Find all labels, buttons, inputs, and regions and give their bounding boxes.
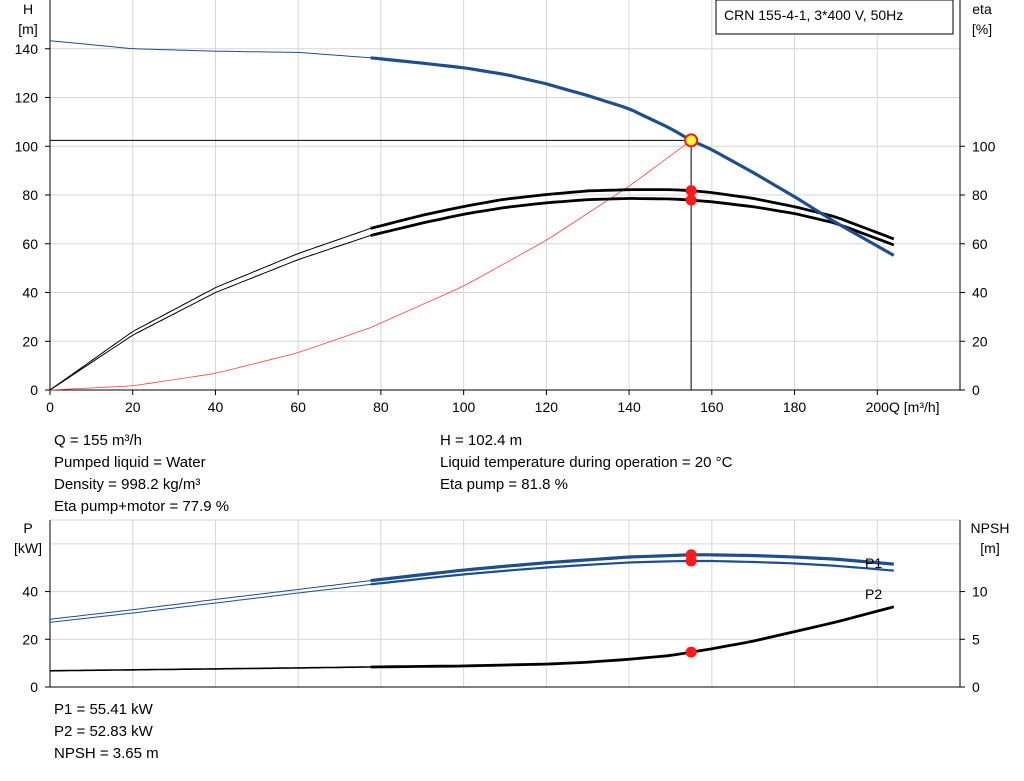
info-density: Density = 998.2 kg/m³ <box>54 476 201 493</box>
x-tick-label: 60 <box>290 399 306 415</box>
info-eta-total: Eta pump+motor = 77.9 % <box>54 498 230 515</box>
x-tick-label: 100 <box>452 399 476 415</box>
eta-pump-curve <box>370 188 895 241</box>
info-eta-pump: Eta pump = 81.8 % <box>440 476 568 493</box>
y2-tick-label: 60 <box>972 236 988 252</box>
y-tick-label: 20 <box>22 631 38 647</box>
y2-axis-label: eta <box>972 1 992 17</box>
info-head: H = 102.4 m <box>440 432 523 449</box>
y2-tick-label: 40 <box>972 285 988 301</box>
duty-info-right: H = 102.4 m Liquid temperature during op… <box>440 430 732 496</box>
eta-total-curve-thin <box>49 235 371 391</box>
x-tick-label: 0 <box>46 399 54 415</box>
p1-series-label: P1 <box>865 555 882 571</box>
p1-curve <box>370 553 894 583</box>
x-tick-label: 140 <box>617 399 641 415</box>
duty-point <box>684 133 699 148</box>
eta-total-point <box>685 194 697 206</box>
y2-axis-unit: [m] <box>980 540 999 556</box>
y-tick-label: 120 <box>15 90 39 106</box>
info-temperature: Liquid temperature during operation = 20… <box>440 454 733 471</box>
y2-tick-label: 0 <box>972 382 980 398</box>
npsh-point <box>685 646 697 658</box>
y-axis-label: H <box>23 1 33 17</box>
x-tick-label: 120 <box>535 399 559 415</box>
head-curve-thin <box>49 40 371 59</box>
title-box <box>715 0 954 35</box>
npsh-curve <box>370 605 895 669</box>
y-axis-unit: [m] <box>18 21 37 37</box>
p1-curve-thin <box>49 580 371 620</box>
p2-curve-thin <box>49 583 371 623</box>
info-npsh: NPSH = 3.65 m <box>54 745 159 762</box>
x-tick-label: 40 <box>208 399 224 415</box>
y-tick-label: 100 <box>15 138 39 154</box>
y2-tick-label: 10 <box>972 584 988 600</box>
power-npsh-chart: 0 20 40 0 5 10 P [kW] NPSH [m] P1 P2 <box>14 519 1010 695</box>
x-tick-label: 180 <box>783 399 807 415</box>
y-axis-unit: [kW] <box>14 540 42 556</box>
eta-pump-point <box>685 185 697 197</box>
y-tick-label: 0 <box>30 382 38 398</box>
y-tick-label: 80 <box>22 187 38 203</box>
info-flow: Q = 155 m³/h <box>54 432 142 449</box>
y2-tick-label: 100 <box>972 138 996 154</box>
p2-curve <box>370 559 894 586</box>
head-efficiency-chart: 0 20 40 60 80 100 120 140 160 180 2000204060801001… <box>15 0 996 415</box>
y2-tick-label: 80 <box>972 187 988 203</box>
eta-pump-curve-thin <box>49 227 371 391</box>
chart-title: CRN 155-4-1, 3*400 V, 50Hz <box>724 7 903 23</box>
y-tick-label: 60 <box>22 236 38 252</box>
y-axis-label: P <box>23 520 32 536</box>
duty-info-left: Q = 155 m³/h Pumped liquid = Water Densi… <box>54 430 229 518</box>
info-p2: P2 = 52.83 kW <box>54 723 153 740</box>
system-curve-line <box>49 140 692 391</box>
y2-tick-label: 20 <box>972 333 988 349</box>
x-axis-label: Q [m³/h] <box>889 399 940 415</box>
y-tick-label: 40 <box>22 584 38 600</box>
x-tick-label: 80 <box>373 399 389 415</box>
p2-point <box>685 555 697 567</box>
duty-info-bottom: P1 = 55.41 kW P2 = 52.83 kW NPSH = 3.65 … <box>54 699 159 765</box>
y-tick-label: 0 <box>30 679 38 695</box>
npsh-curve-thin <box>49 666 371 672</box>
head-curve <box>370 56 895 257</box>
x-tick-label: 200 <box>866 399 890 415</box>
y2-tick-label: 0 <box>972 679 980 695</box>
y2-axis-unit: [%] <box>972 21 992 37</box>
y-tick-label: 20 <box>22 333 38 349</box>
y-tick-label: 140 <box>15 41 39 57</box>
y2-axis-label: NPSH <box>971 520 1010 536</box>
x-tick-label: 20 <box>125 399 141 415</box>
y-tick-label: 40 <box>22 285 38 301</box>
info-p1: P1 = 55.41 kW <box>54 701 153 718</box>
eta-total-curve <box>370 196 895 247</box>
info-liquid: Pumped liquid = Water <box>54 454 206 471</box>
x-tick-label: 160 <box>700 399 724 415</box>
y2-tick-label: 5 <box>972 631 980 647</box>
p2-series-label: P2 <box>865 586 882 602</box>
